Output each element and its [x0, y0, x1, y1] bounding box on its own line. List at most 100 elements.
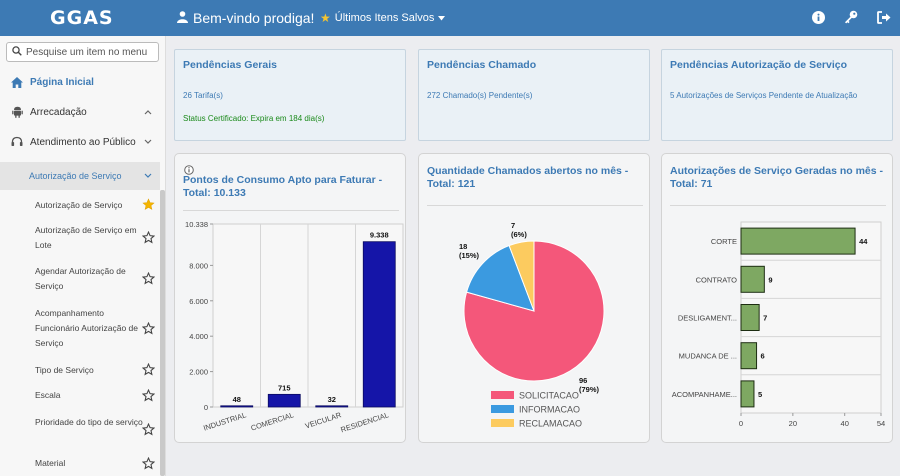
bar-chart-pontos-consumo: 0 2.000 4.000 6.000 8.000 10.338 48 INDUSTRIAL 7…	[185, 220, 404, 434]
slice-pct-label: (15%)	[459, 251, 480, 260]
chart-title: Autorizações de Serviço Geradas no mês -…	[670, 165, 883, 190]
key-icon[interactable]	[843, 9, 859, 25]
sidebar-subitem[interactable]: Escala	[35, 390, 61, 400]
star-outline-icon[interactable]	[141, 422, 156, 436]
bar	[740, 227, 856, 255]
star-outline-icon[interactable]	[141, 456, 156, 470]
chevron-up-icon	[144, 107, 152, 118]
pie-slice	[508, 240, 535, 312]
sidebar-subitem[interactable]: Tipo de Serviço	[35, 365, 94, 375]
info-icon[interactable]	[810, 9, 826, 25]
sidebar-item-label: Página Inicial	[30, 76, 94, 88]
card-pontos-consumo: Pontos de Consumo Apto para Faturar - To…	[174, 153, 406, 443]
logout-icon[interactable]	[876, 9, 892, 25]
sidebar-subitem[interactable]: Autorização de Serviço em Lote	[35, 225, 137, 250]
autorizacoes-link[interactable]: 5 Autorizações de Serviços Pendente de A…	[670, 91, 858, 100]
card-divider	[670, 205, 886, 206]
android-icon	[10, 106, 24, 118]
menu-search-input[interactable]	[26, 46, 151, 58]
search-icon	[12, 43, 22, 61]
x-tick-label: 54	[877, 419, 885, 428]
y-tick-label: 10.338	[185, 220, 208, 229]
bar-value-label: 715	[278, 383, 291, 392]
chevron-down-icon	[144, 137, 152, 148]
chart-title: Quantidade Chamados abertos no mês - Tot…	[427, 165, 629, 190]
legend-label: SOLICITACAO	[519, 391, 579, 401]
x-tick-label: 20	[789, 419, 797, 428]
legend-label: INFORMACAO	[519, 405, 580, 415]
sidebar-subitem[interactable]: Agendar Autorização de Serviço	[35, 266, 126, 291]
legend-swatch	[491, 419, 514, 427]
y-tick-label: CORTE	[711, 237, 737, 246]
slice-value-label: 18	[459, 242, 467, 251]
bar-value-label: 9	[768, 275, 772, 284]
y-tick-label: MUDANCA DE ...	[679, 352, 737, 361]
y-tick-label: 8.000	[189, 261, 208, 270]
welcome-message: Bem-vindo prodiga!	[177, 10, 314, 26]
bar	[362, 241, 396, 408]
panel-pendencias-gerais: Pendências Gerais 26 Tarifa(s) Status Ce…	[174, 49, 406, 141]
y-tick-label: ACOMPANHAME...	[672, 390, 737, 399]
sidebar-item-label: Atendimento ao Público	[30, 136, 136, 148]
star-filled-icon[interactable]	[142, 198, 155, 211]
submenu-autorizacao-servico[interactable]: Autorização de Serviço	[0, 162, 160, 190]
sidebar-subitem[interactable]: Acompanhamento Funcionário Autorização d…	[35, 308, 139, 348]
x-tick-label: COMERCIAL	[250, 410, 295, 432]
y-tick-label: CONTRATO	[696, 275, 738, 284]
app-logo[interactable]: GGAS	[50, 7, 114, 29]
chamados-link[interactable]: 272 Chamado(s) Pendente(s)	[427, 91, 533, 100]
sidebar-subitem[interactable]: Material	[35, 458, 66, 468]
top-navbar: GGAS Bem-vindo prodiga! ★ Últimos Itens …	[0, 0, 900, 36]
bar	[740, 342, 758, 370]
y-tick-label: 2.000	[189, 368, 208, 377]
bar	[220, 405, 254, 408]
caret-down-icon	[438, 12, 446, 24]
user-icon	[177, 10, 188, 26]
slice-value-label: 7	[511, 221, 515, 230]
bar	[267, 393, 301, 408]
sidebar-scrollbar[interactable]	[160, 190, 165, 476]
pie-chart-chamados: 96(79%) 18(15%) 7(6%) SOLICITACAO INFORMACAO…	[459, 221, 605, 429]
bar-value-label: 32	[328, 395, 336, 404]
legend-swatch	[491, 391, 514, 399]
panel-pendencias-autorizacao: Pendências Autorização de Serviço 5 Auto…	[661, 49, 893, 141]
headset-icon	[10, 136, 24, 148]
sidebar-subitem[interactable]: Autorização de Serviço	[35, 200, 123, 210]
bar-value-label: 9.338	[370, 231, 389, 240]
sidebar-subitem[interactable]: Prioridade do tipo de serviço	[35, 417, 143, 427]
x-tick-label: RESIDENCIAL	[340, 410, 390, 434]
star-outline-icon[interactable]	[141, 321, 156, 335]
chart-title: Pontos de Consumo Apto para Faturar - To…	[183, 174, 383, 199]
star-outline-icon[interactable]	[141, 362, 156, 376]
y-tick-label: DESLIGAMENT...	[678, 314, 737, 323]
welcome-text: Bem-vindo prodiga!	[193, 10, 315, 26]
star-outline-icon[interactable]	[141, 388, 156, 402]
bar-value-label: 48	[233, 395, 241, 404]
card-chamados-mes: Quantidade Chamados abertos no mês - Tot…	[418, 153, 650, 443]
sidebar-item-atendimento[interactable]: Atendimento ao Público	[0, 127, 160, 157]
bar	[740, 304, 760, 331]
saved-items-dropdown[interactable]: ★ Últimos Itens Salvos	[320, 11, 446, 25]
bar	[740, 380, 755, 408]
card-autorizacoes-geradas: Autorizações de Serviço Geradas no mês -…	[661, 153, 893, 443]
x-tick-label: 40	[841, 419, 849, 428]
y-tick-label: 6.000	[189, 297, 208, 306]
sidebar-menu: Página Inicial Arrecadação Atendimento a…	[0, 36, 166, 476]
menu-search-box	[6, 42, 159, 62]
slice-value-label: 96	[579, 376, 587, 385]
bar-value-label: 5	[758, 390, 762, 399]
sidebar-item-label: Arrecadação	[30, 106, 87, 118]
home-icon	[10, 76, 24, 88]
chevron-down-icon	[144, 171, 152, 181]
star-outline-icon[interactable]	[141, 230, 156, 244]
panel-title: Pendências Autorização de Serviço	[670, 59, 848, 71]
tarifas-link[interactable]: 26 Tarifa(s)	[183, 91, 223, 100]
star-outline-icon[interactable]	[141, 271, 156, 285]
submenu-label: Autorização de Serviço	[29, 171, 122, 181]
sidebar-item-arrecadacao[interactable]: Arrecadação	[0, 97, 160, 127]
sidebar-item-pagina-inicial[interactable]: Página Inicial	[0, 67, 160, 97]
info-circle-icon[interactable]	[184, 162, 194, 180]
card-divider	[183, 210, 399, 211]
hbar-chart-autorizacoes: 0 20 40 54 44 CORTE 9 CONTRATO 7 DESLIGAMENT... 6 M…	[672, 221, 885, 428]
bar-value-label: 6	[761, 352, 765, 361]
